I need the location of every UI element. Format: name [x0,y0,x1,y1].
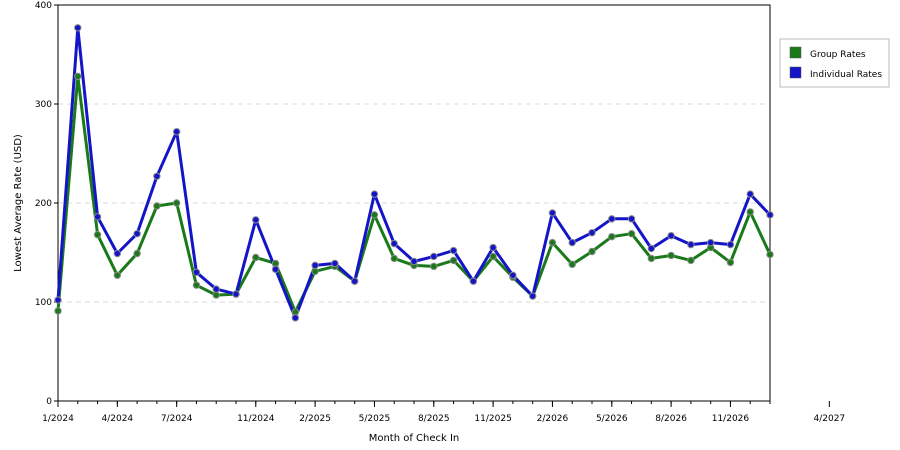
data-point-individual-rates [212,285,220,293]
x-axis-title: Month of Check In [369,433,460,444]
data-point-individual-rates [469,277,478,285]
data-point-group-rates [667,251,675,260]
x-tick-label: 1/2024 [42,414,74,424]
y-tick-label: 300 [35,100,52,110]
data-point-group-rates [192,281,201,289]
y-tick-label: 100 [35,298,52,308]
data-point-group-rates [449,256,458,265]
data-point-individual-rates [172,128,181,136]
data-point-individual-rates [627,215,636,223]
data-point-individual-rates [370,190,379,198]
x-tick-label: 5/2025 [359,414,391,424]
data-point-individual-rates [687,240,695,249]
x-tick-label: 11/2026 [712,414,750,424]
x-tick-label: 11/2024 [237,414,275,424]
data-point-group-rates [54,307,62,315]
data-point-individual-rates [74,24,82,32]
data-point-group-rates [252,253,260,262]
data-point-individual-rates [766,211,774,219]
legend-swatch-group-rates [789,46,802,59]
data-point-individual-rates [588,229,596,237]
data-point-individual-rates [706,238,715,247]
data-point-group-rates [93,230,102,239]
data-point-individual-rates [113,249,122,258]
data-point-individual-rates [548,209,557,217]
data-point-individual-rates [667,231,675,240]
legend: Group Rates Individual Rates [779,38,890,88]
grid-lines [58,103,770,303]
legend-label-individual-rates: Individual Rates [810,70,882,80]
data-point-individual-rates [153,172,161,180]
legend-label-group-rates: Group Rates [810,50,866,60]
data-point-individual-rates [489,243,497,252]
data-point-group-rates [608,232,616,241]
data-point-individual-rates [746,190,754,198]
data-point-group-rates [766,250,774,259]
data-point-group-rates [430,262,438,271]
y-tick-label: 200 [35,199,52,209]
data-point-individual-rates [449,246,458,255]
data-point-group-rates [113,271,122,279]
data-point-individual-rates [133,229,141,238]
data-point-group-rates [647,254,656,263]
x-tick-label: 8/2025 [418,414,450,424]
data-point-individual-rates [291,314,300,322]
series-layer [54,24,774,322]
data-point-individual-rates [54,296,62,304]
data-point-group-rates [370,211,379,219]
data-point-group-rates [726,258,735,267]
data-point-individual-rates [192,268,201,276]
data-point-group-rates [627,229,636,238]
data-point-group-rates [489,252,497,261]
data-point-individual-rates [430,252,438,261]
series-line-group-rates [56,74,772,314]
data-point-individual-rates [568,238,576,247]
data-point-group-rates [74,72,82,80]
data-point-group-rates [291,308,300,316]
y-tick-label: 400 [35,1,52,11]
data-point-individual-rates [311,261,319,270]
x-tick-label: 8/2026 [655,414,687,424]
data-point-group-rates [172,199,181,207]
data-point-group-rates [568,260,576,269]
data-point-group-rates [153,202,161,210]
data-point-group-rates [133,249,141,258]
data-point-group-rates [746,208,754,216]
x-tick-label: 7/2024 [161,414,193,424]
data-point-individual-rates [410,257,418,266]
data-point-individual-rates [647,244,656,253]
x-tick-label: 11/2025 [474,414,511,424]
data-point-individual-rates [331,259,339,268]
data-point-individual-rates [528,292,537,300]
data-point-individual-rates [350,277,359,285]
data-point-individual-rates [252,216,260,224]
data-point-group-rates [588,247,596,256]
y-tick-label: 0 [46,397,52,407]
x-tick-label: 4/2027 [813,414,845,424]
data-point-individual-rates [726,240,735,249]
legend-swatch-individual-rates [789,66,802,79]
axes: 0 100 200 300 400 1/2024 4/2024 7/2024 11/2024 2/… [35,1,845,424]
data-point-individual-rates [608,215,616,223]
x-tick-label: 2/2025 [299,414,331,424]
data-point-individual-rates [390,239,398,248]
data-point-group-rates [390,254,398,263]
data-point-individual-rates [271,265,280,274]
data-point-individual-rates [509,271,517,279]
x-tick-label: 5/2026 [596,414,628,424]
data-point-group-rates [687,256,695,265]
data-point-individual-rates [93,213,102,221]
x-tick-label: 4/2024 [101,414,133,424]
data-point-group-rates [548,238,557,247]
y-axis-title: Lowest Average Rate (USD) [13,134,24,272]
x-tick-label: 2/2026 [537,414,569,424]
series-line-individual-rates [56,26,772,320]
data-point-individual-rates [232,290,240,298]
